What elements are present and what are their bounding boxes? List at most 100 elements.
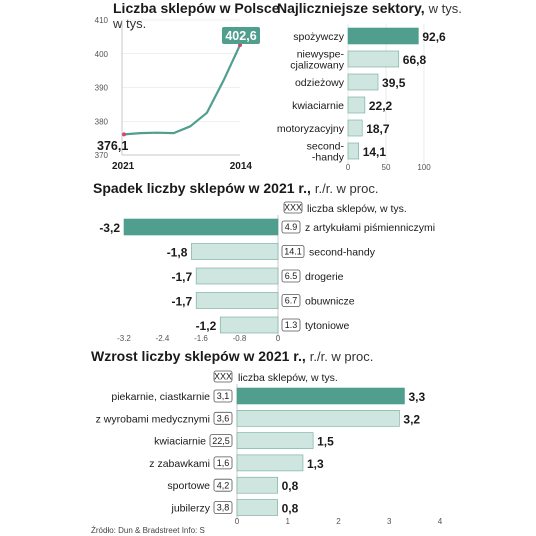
- growth-bar: [236, 476, 278, 494]
- decline-bar: [195, 267, 279, 285]
- sectors-value-label: 66,8: [403, 53, 427, 67]
- decline-count: 14.1: [284, 247, 302, 257]
- decline-count: 1.3: [285, 320, 298, 330]
- sectors-category-label: second-: [307, 141, 345, 153]
- sectors-xtick-label: 50: [382, 163, 391, 172]
- sectors-xtick-label: 0: [346, 163, 351, 172]
- line-point: [122, 132, 126, 137]
- line-ytick-label: 400: [95, 50, 109, 59]
- growth-chart-title: Wzrost liczby sklepów w 2021 r., r./r. w …: [91, 348, 373, 364]
- decline-category-label: z artykułami piśmienniczymi: [305, 222, 435, 234]
- sectors-value-label: 39,5: [382, 76, 406, 90]
- growth-value-label: 0,8: [282, 502, 299, 516]
- sectors-category-label: niewyspe-: [297, 49, 345, 61]
- decline-count-box: [281, 245, 305, 258]
- growth-value-label: 3,3: [408, 390, 425, 404]
- decline-bar: [195, 292, 279, 309]
- line-ytick-label: 390: [95, 84, 109, 93]
- line-x-label-start: 2021: [112, 161, 135, 172]
- decline-xtick-label: -1.6: [194, 334, 208, 343]
- growth-bar: [236, 409, 400, 427]
- decline-count: 4.9: [285, 222, 298, 232]
- growth-value-label: 0,8: [282, 479, 299, 493]
- decline-count-box: [281, 220, 301, 234]
- decline-value-label: -1,7: [172, 270, 193, 284]
- growth-xtick-label: 2: [336, 517, 341, 526]
- growth-category-label: kwiaciarnie: [154, 436, 206, 448]
- growth-count-box: [213, 501, 233, 514]
- decline-chart-title: Spadek liczby sklepów w 2021 r., r./r. w …: [93, 180, 378, 196]
- sectors-category-label: cjalizowany: [290, 60, 344, 72]
- growth-legend-box: [213, 370, 233, 383]
- decline-count-box: [281, 318, 301, 332]
- sectors-bar: [347, 50, 400, 68]
- sectors-bar: [347, 119, 363, 137]
- growth-count-box: [213, 478, 233, 492]
- sectors-category-label: motoryzacyjny: [277, 123, 345, 135]
- sectors-value-label: 22,2: [369, 99, 393, 113]
- line-first-value-label: 376,1: [97, 139, 128, 153]
- sectors-category-label: odzieżowy: [295, 77, 345, 89]
- decline-count: 6.7: [285, 296, 298, 306]
- decline-value-label: -1,8: [167, 246, 188, 260]
- source-note: Źródło: Dun & Bradstreet Info: S: [91, 526, 205, 535]
- decline-value-label: -1,2: [196, 319, 217, 333]
- growth-xtick-label: 0: [235, 517, 240, 526]
- decline-value-label: -1,7: [172, 295, 193, 309]
- growth-category-label: sportowe: [167, 480, 210, 492]
- sectors-category-label: kwiaciarnie: [292, 100, 344, 112]
- growth-legend-text: liczba sklepów, w tys.: [238, 372, 338, 384]
- growth-category-label: z wyrobami medycznymi: [96, 413, 210, 425]
- growth-count: 4,2: [217, 480, 230, 490]
- sectors-bar: [347, 96, 366, 114]
- growth-xtick-label: 4: [438, 517, 443, 526]
- sectors-value-label: 18,7: [366, 122, 390, 136]
- decline-value-label: -3,2: [99, 221, 120, 235]
- sectors-category-label: spożywczy: [293, 31, 345, 43]
- decline-xtick-label: -0.8: [233, 334, 247, 343]
- growth-count-box: [213, 411, 233, 425]
- growth-count: 3,6: [217, 414, 230, 424]
- decline-count: 6.5: [285, 271, 298, 281]
- sectors-value-label: 14,1: [363, 145, 387, 159]
- decline-bar: [191, 243, 279, 260]
- line-ytick-label: 370: [95, 151, 109, 160]
- line-series: [123, 44, 241, 136]
- decline-xtick-label: -2.4: [156, 334, 170, 343]
- sectors-chart-title: Najliczniejsze sektory, w tys.: [277, 0, 462, 16]
- growth-xtick-label: 3: [387, 517, 392, 526]
- growth-bar: [236, 499, 278, 516]
- line-x-label-end: 2014: [230, 161, 253, 172]
- growth-count: 1,6: [217, 458, 230, 468]
- sectors-value-label: 92,6: [422, 30, 446, 44]
- decline-category-label: obuwnicze: [305, 296, 355, 308]
- sectors-bar: [347, 73, 379, 91]
- decline-category-label: second-handy: [309, 247, 376, 259]
- line-last-value-label: 402,6: [225, 29, 256, 43]
- decline-category-label: tytoniowe: [305, 320, 350, 332]
- line-chart-title: Liczba sklepów w Polsce: [113, 0, 280, 16]
- decline-bar: [123, 218, 279, 236]
- growth-bar: [236, 387, 405, 405]
- growth-count: 3,8: [217, 503, 230, 513]
- growth-value-label: 1,5: [317, 435, 334, 449]
- growth-count: 22,5: [212, 436, 230, 446]
- growth-count-box: [209, 434, 233, 448]
- line-ytick-label: 380: [95, 117, 109, 126]
- decline-bar: [219, 316, 279, 334]
- line-chart-subtitle: w tys.: [112, 16, 146, 31]
- growth-value-label: 3,2: [403, 412, 420, 426]
- sectors-xtick-label: 100: [417, 163, 431, 172]
- sectors-bar: [347, 142, 360, 160]
- line-last-value-box: [222, 27, 260, 44]
- sectors-category-label: -handy: [312, 152, 345, 164]
- growth-count-box: [213, 389, 233, 403]
- decline-xtick-label: -3.2: [117, 334, 131, 343]
- growth-bar: [236, 432, 314, 449]
- growth-category-label: piekarnie, ciastkarnie: [111, 391, 210, 403]
- growth-legend: XXX: [214, 372, 232, 382]
- decline-count-box: [281, 269, 301, 283]
- sectors-bar: [347, 27, 419, 45]
- growth-category-label: z zabawkami: [149, 458, 210, 470]
